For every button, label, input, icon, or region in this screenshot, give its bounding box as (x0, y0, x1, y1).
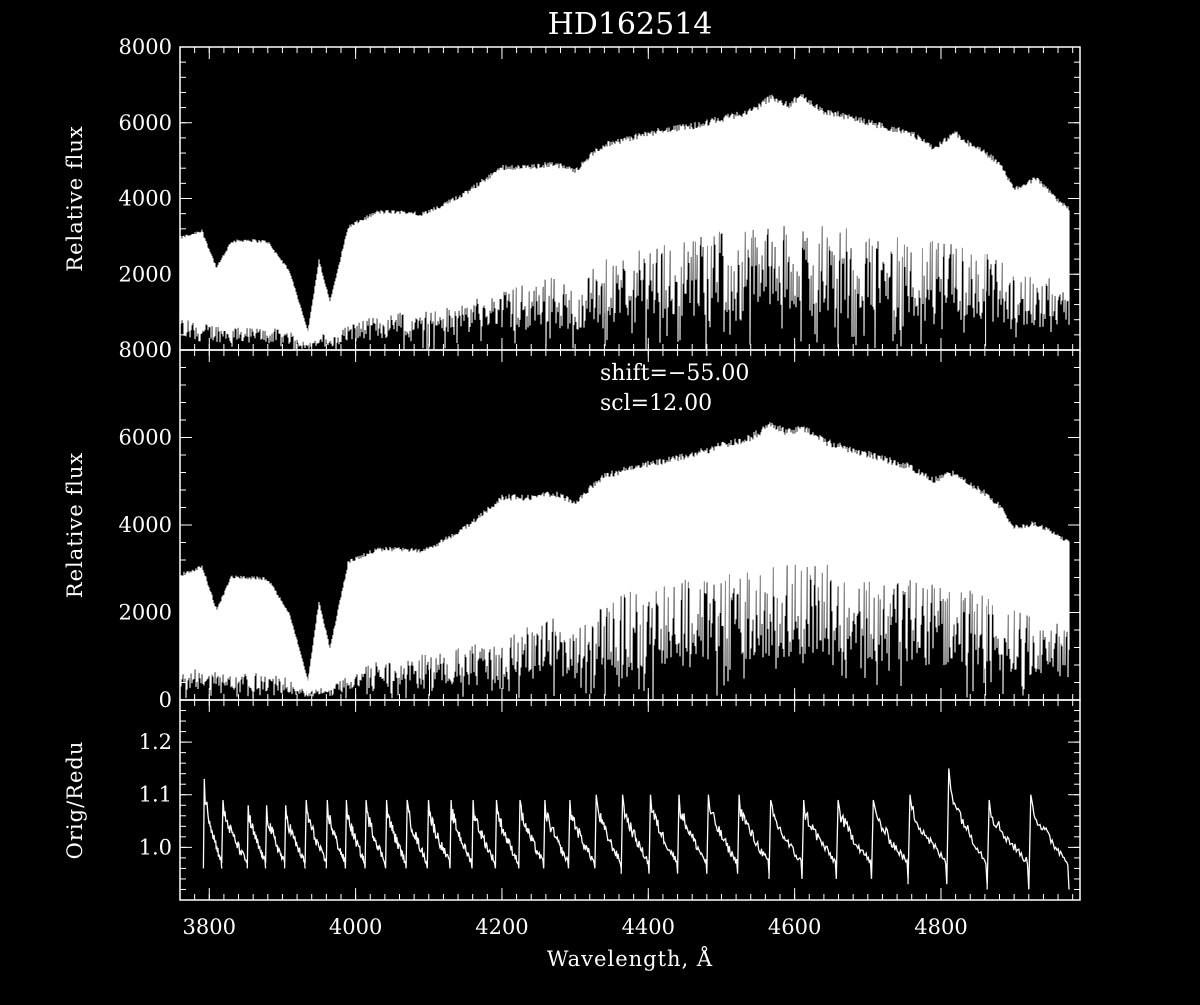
x-tick-label: 4400 (622, 915, 675, 939)
x-axis-label: Wavelength, Å (547, 946, 713, 971)
y-tick-label: 0 (159, 688, 172, 712)
y-tick-label: 1.1 (139, 783, 172, 807)
y-tick-label: 6000 (119, 426, 172, 450)
y-tick-label: 1.0 (139, 835, 172, 859)
y-tick-label: 8000 (119, 338, 172, 362)
panel-original: 0 2000 4000 6000 8000 Relative flux (63, 35, 1081, 362)
panel-ratio: 1.0 1.1 1.2 Orig/Redu 3800 4000 4200 4400 4600 48… (63, 699, 1081, 939)
spectrum-line-original (179, 94, 1070, 350)
annotation-1: scl=12.00 (600, 391, 712, 416)
x-tick-label: 4600 (768, 915, 821, 939)
y-tick-label: 4000 (119, 187, 172, 211)
y-tick-label: 6000 (119, 111, 172, 135)
y-tick-label: 8000 (119, 35, 172, 59)
y-tick-label: 2000 (119, 601, 172, 625)
annotation-0: shift=−55.00 (600, 361, 749, 386)
y-tick-label: 4000 (119, 513, 172, 537)
x-tick-label: 4800 (914, 915, 967, 939)
y-axis-label: Orig/Redu (63, 741, 87, 860)
spectrum-line-reduced (179, 422, 1070, 700)
ratio-line (202, 768, 1070, 890)
y-tick-label: 2000 (119, 262, 172, 286)
y-axis-label: Relative flux (63, 125, 87, 271)
panel-reduced: 0 2000 4000 6000 8000 Relative flux shift=−55.… (63, 338, 1081, 712)
x-tick-label: 4200 (475, 915, 528, 939)
panels-group: 0 2000 4000 6000 8000 Relative flux 0 2000 4000 6… (63, 35, 1081, 939)
chart-title: HD162514 (548, 7, 713, 42)
y-tick-label: 1.2 (139, 730, 172, 754)
panel-frame (179, 699, 1081, 901)
x-tick-label: 4000 (329, 915, 382, 939)
y-tick-label: 0 (159, 338, 172, 362)
x-tick-label: 3800 (183, 915, 236, 939)
y-axis-label: Relative flux (63, 452, 87, 598)
